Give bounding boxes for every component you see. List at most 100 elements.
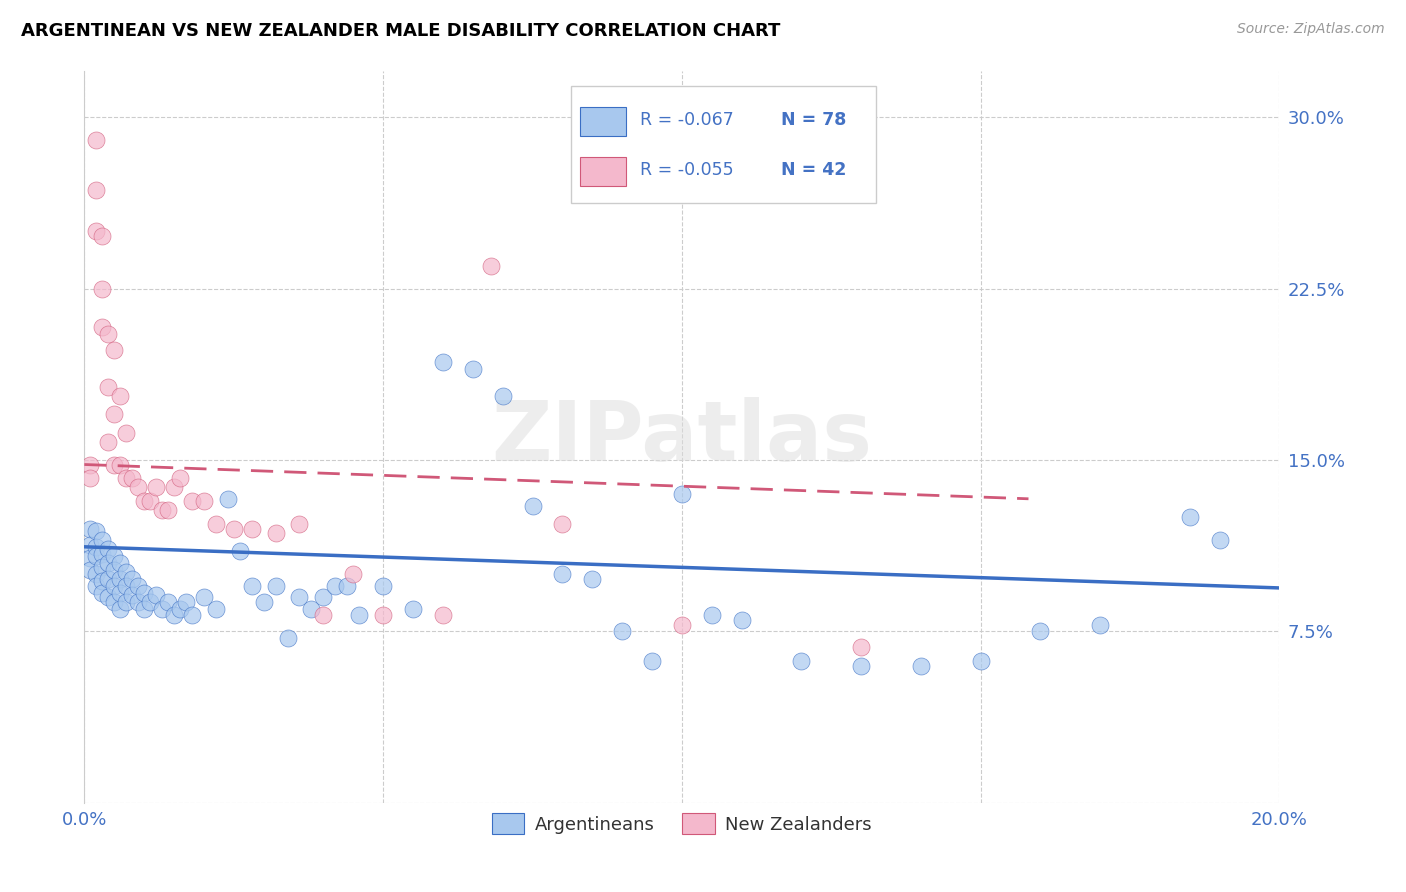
Point — [86, 183, 108, 197]
Point — [551, 567, 574, 582]
Point — [325, 579, 347, 593]
Point — [461, 361, 484, 376]
Point — [121, 471, 143, 485]
Point — [121, 572, 143, 586]
Point — [91, 533, 114, 547]
Point — [79, 551, 101, 566]
Point — [312, 590, 335, 604]
Point — [970, 654, 993, 668]
Point — [103, 549, 125, 563]
Point — [253, 595, 276, 609]
Point — [174, 595, 197, 609]
Point — [288, 516, 311, 531]
Point — [193, 590, 215, 604]
Point — [103, 407, 125, 421]
Point — [671, 487, 693, 501]
Point — [115, 595, 138, 609]
Point — [373, 579, 395, 593]
Point — [110, 572, 132, 586]
Point — [86, 133, 108, 147]
Point — [115, 425, 138, 440]
Point — [86, 579, 108, 593]
Point — [115, 565, 138, 579]
Point — [97, 380, 120, 394]
Point — [110, 601, 132, 615]
Point — [790, 654, 813, 668]
Point — [86, 224, 108, 238]
Legend: Argentineans, New Zealanders: Argentineans, New Zealanders — [485, 806, 879, 841]
Point — [110, 585, 132, 599]
Point — [139, 595, 162, 609]
Point — [163, 480, 186, 494]
Point — [222, 521, 245, 535]
Point — [551, 516, 574, 531]
Point — [240, 521, 263, 535]
Point — [217, 491, 239, 506]
Point — [79, 521, 101, 535]
Point — [1029, 624, 1052, 639]
Point — [91, 560, 114, 574]
Point — [1090, 617, 1112, 632]
Point — [181, 494, 204, 508]
Point — [193, 494, 215, 508]
Point — [115, 579, 138, 593]
Point — [91, 281, 114, 295]
Point — [91, 547, 114, 561]
Point — [157, 595, 180, 609]
Point — [97, 556, 120, 570]
FancyBboxPatch shape — [581, 107, 626, 136]
Point — [91, 320, 114, 334]
Point — [145, 480, 167, 494]
Point — [312, 608, 335, 623]
Point — [110, 389, 132, 403]
Point — [432, 608, 454, 623]
Point — [851, 658, 873, 673]
Point — [79, 563, 101, 577]
Point — [127, 595, 149, 609]
Point — [97, 572, 120, 586]
Point — [79, 458, 101, 472]
Point — [612, 624, 634, 639]
Point — [731, 613, 754, 627]
Point — [581, 572, 603, 586]
Point — [103, 579, 125, 593]
Point — [91, 229, 114, 244]
Point — [181, 608, 204, 623]
Point — [132, 601, 156, 615]
Point — [86, 540, 108, 554]
Point — [851, 640, 873, 655]
Point — [110, 556, 132, 570]
Point — [264, 579, 287, 593]
Point — [479, 259, 502, 273]
Point — [288, 590, 311, 604]
Point — [1178, 510, 1201, 524]
Point — [139, 494, 162, 508]
Point — [402, 601, 425, 615]
Point — [349, 608, 371, 623]
Point — [91, 574, 114, 588]
Point — [145, 588, 167, 602]
Point — [121, 588, 143, 602]
FancyBboxPatch shape — [581, 157, 626, 186]
Point — [700, 608, 723, 623]
Point — [150, 601, 173, 615]
Point — [110, 458, 132, 472]
Text: ARGENTINEAN VS NEW ZEALANDER MALE DISABILITY CORRELATION CHART: ARGENTINEAN VS NEW ZEALANDER MALE DISABI… — [21, 22, 780, 40]
Point — [103, 595, 125, 609]
Point — [163, 608, 186, 623]
Point — [127, 579, 149, 593]
Point — [79, 471, 101, 485]
Text: Source: ZipAtlas.com: Source: ZipAtlas.com — [1237, 22, 1385, 37]
Point — [86, 549, 108, 563]
Point — [169, 601, 191, 615]
Point — [86, 567, 108, 582]
Point — [910, 658, 932, 673]
Point — [336, 579, 359, 593]
Text: N = 42: N = 42 — [782, 161, 846, 179]
Point — [169, 471, 191, 485]
Point — [91, 585, 114, 599]
Point — [342, 567, 364, 582]
Point — [373, 608, 395, 623]
Point — [79, 537, 101, 551]
Point — [103, 563, 125, 577]
